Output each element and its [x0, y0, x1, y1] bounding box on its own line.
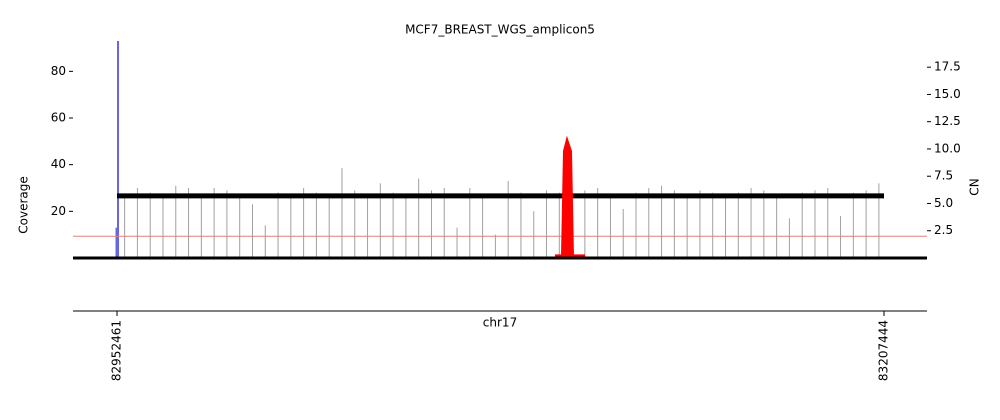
y2-tick-label: 15.0 — [934, 87, 961, 101]
y2-tick-label: 7.5 — [934, 169, 953, 183]
y-axis-label: Coverage — [17, 176, 31, 234]
y-tick-label: 60 — [51, 111, 66, 125]
y-tick-label: 40 — [51, 157, 66, 171]
y-tick-label: 20 — [51, 204, 66, 218]
y2-tick-label: 10.0 — [934, 141, 961, 155]
y2-tick-label: 2.5 — [934, 223, 953, 237]
y-tick-label: 80 — [51, 64, 66, 78]
x-tick-label: 83207444 — [877, 320, 891, 381]
x-axis-label: chr17 — [483, 316, 517, 330]
y2-axis-label: CN — [968, 178, 982, 195]
y2-tick-label: 17.5 — [934, 60, 961, 74]
y2-tick-label: 12.5 — [934, 114, 961, 128]
cn-peak — [560, 135, 575, 257]
y2-tick-label: 5.0 — [934, 196, 953, 210]
chart-title: MCF7_BREAST_WGS_amplicon5 — [405, 23, 595, 37]
x-tick-label: 82952461 — [109, 320, 123, 381]
